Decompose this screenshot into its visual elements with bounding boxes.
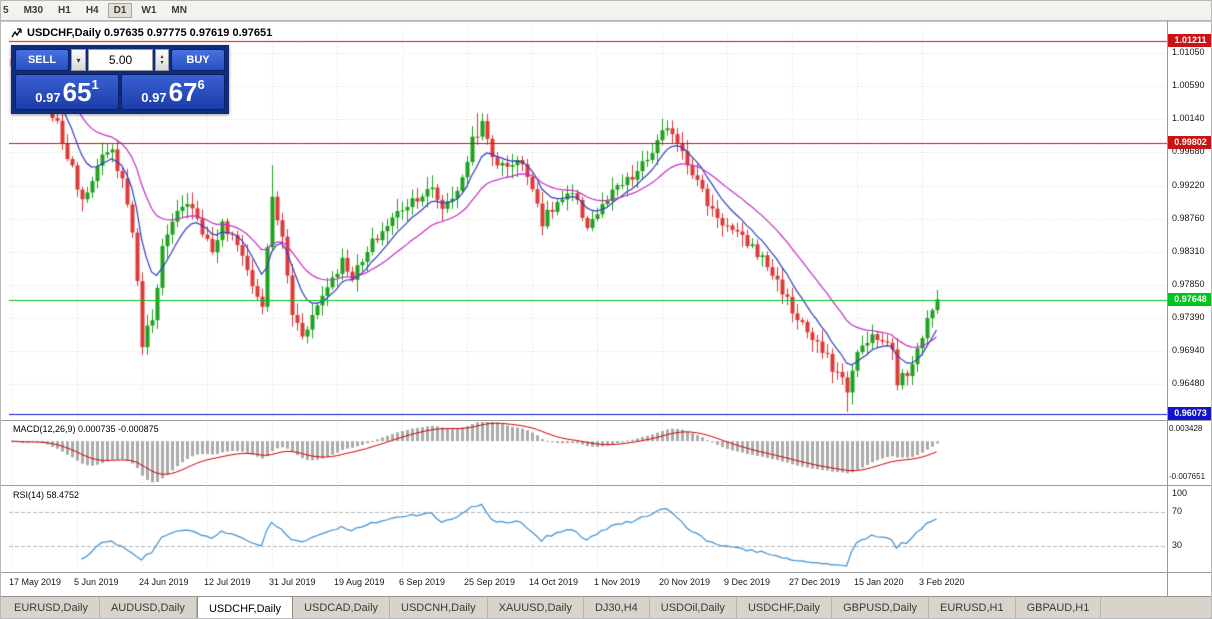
date-label: 19 Aug 2019: [334, 577, 385, 587]
macd-axis-max-label: 0.003428: [1169, 424, 1203, 433]
pane-separator-timescale: [1, 572, 1211, 573]
date-label: 9 Dec 2019: [724, 577, 771, 587]
price-scale-label: 1.01050: [1172, 46, 1205, 57]
trade-panel-prices: 0.97 65 1 0.97 67 6: [15, 74, 225, 110]
date-label: 5 Jun 2019: [74, 577, 119, 587]
chart-line-icon: [11, 27, 22, 37]
price-line-badge: 1.01211: [1168, 34, 1211, 48]
date-label: 14 Oct 2019: [529, 577, 579, 587]
date-label: 20 Nov 2019: [659, 577, 711, 587]
sell-button[interactable]: SELL: [15, 49, 69, 71]
chart-tabs-bar: EURUSD,Daily AUDUSD,Daily USDCHF,Daily USDC…: [1, 596, 1211, 618]
one-click-trading-panel: SELL ▾ ▴ ▾ BUY 0.97 65 1 0.97 67 6: [11, 45, 229, 114]
chart-tab[interactable]: GBPAUD,H1: [1016, 597, 1102, 618]
rsi-scale-label: 100: [1172, 488, 1188, 498]
chart-tab[interactable]: USDCHF,Daily: [196, 597, 294, 618]
price-scale-label: 0.97850: [1172, 278, 1205, 289]
chart-tab[interactable]: USDCHF,Daily: [737, 597, 833, 618]
chevron-down-icon: ▾: [76, 55, 81, 65]
macd-axis-min-label: -0.007651: [1169, 472, 1206, 481]
spinner-up-icon: ▴: [160, 54, 164, 60]
trade-panel-controls: SELL ▾ ▴ ▾ BUY: [15, 49, 225, 71]
buy-price-button[interactable]: 0.97 67 6: [121, 74, 225, 110]
buy-button[interactable]: BUY: [171, 49, 225, 71]
volume-spinner[interactable]: ▴ ▾: [155, 49, 169, 71]
pane-separator-macd[interactable]: [1, 420, 1211, 421]
pane-separator-rsi[interactable]: [1, 485, 1211, 486]
price-scale-label: 1.00590: [1172, 80, 1205, 91]
toolbar-divider: [1, 21, 1211, 22]
timeframe-button-5[interactable]: 5: [3, 5, 9, 16]
date-label: 6 Sep 2019: [399, 577, 446, 587]
date-label: 17 May 2019: [9, 577, 62, 587]
date-label: 3 Feb 2020: [919, 577, 965, 587]
chart-tab[interactable]: USDCNH,Daily: [390, 597, 488, 618]
timeframe-button-w1[interactable]: W1: [141, 5, 157, 16]
date-label: 1 Nov 2019: [594, 577, 641, 587]
chart-tab[interactable]: EURUSD,H1: [929, 597, 1016, 618]
price-scale-label: 0.99220: [1172, 179, 1205, 190]
chart-header: USDCHF,Daily 0.97635 0.97775 0.97619 0.9…: [11, 27, 272, 39]
timeframe-button-d1[interactable]: D1: [107, 3, 133, 18]
rsi-scale-label: 70: [1172, 506, 1183, 517]
date-label: 12 Jul 2019: [204, 577, 251, 587]
chart-ohlc-text: USDCHF,Daily 0.97635 0.97775 0.97619 0.9…: [27, 27, 273, 39]
volume-input[interactable]: [88, 49, 153, 71]
sell-price-main: 0.97: [35, 90, 61, 105]
sell-price-point: 1: [91, 77, 99, 92]
sell-price-pips: 65: [62, 77, 92, 107]
date-label: 15 Jan 2020: [854, 577, 904, 587]
rsi-scale-label: 30: [1172, 539, 1183, 550]
sell-price-button[interactable]: 0.97 65 1: [15, 74, 119, 110]
price-line-badge: 0.97648: [1168, 292, 1211, 306]
price-scale-label: 0.98310: [1172, 245, 1205, 256]
price-scale-label: 0.98760: [1172, 212, 1205, 223]
macd-pane-canvas[interactable]: [9, 422, 1167, 484]
price-scale-divider: [1167, 21, 1168, 596]
date-label: 25 Sep 2019: [464, 577, 516, 587]
chart-tab[interactable]: XAUUSD,Daily: [488, 597, 584, 618]
chart-tab[interactable]: AUDUSD,Daily: [100, 597, 197, 618]
timeframe-toolbar: 5 M30 H1 H4 D1 W1 MN: [1, 1, 1211, 21]
spinner-down-icon: ▾: [160, 60, 164, 66]
chart-tab[interactable]: USDCAD,Daily: [293, 597, 391, 618]
date-label: 24 Jun 2019: [139, 577, 189, 587]
price-scale-label: 1.00140: [1172, 112, 1205, 123]
rsi-pane-canvas[interactable]: [9, 487, 1167, 571]
timeframe-button-h1[interactable]: H1: [58, 5, 71, 16]
timeframe-button-h4[interactable]: H4: [85, 5, 99, 16]
chart-tab[interactable]: DJ30,H4: [584, 597, 650, 618]
rsi-indicator-label: RSI(14) 58.4752: [13, 490, 80, 500]
timeframe-button-mn[interactable]: MN: [171, 5, 187, 16]
date-label: 31 Jul 2019: [269, 577, 316, 587]
price-line-badge: 0.96073: [1168, 406, 1211, 420]
price-scale-label: 0.97390: [1172, 312, 1205, 323]
buy-price-point: 6: [197, 77, 205, 92]
price-scale-label: 0.99680: [1172, 146, 1205, 157]
timeframe-button-m30[interactable]: M30: [23, 5, 44, 16]
chart-tab[interactable]: EURUSD,Daily: [3, 597, 100, 618]
chart-tab[interactable]: USDOil,Daily: [650, 597, 737, 618]
date-label: 27 Dec 2019: [789, 577, 841, 587]
volume-dropdown-button[interactable]: ▾: [71, 49, 86, 71]
chart-tab[interactable]: GBPUSD,Daily: [832, 597, 930, 618]
buy-price-pips: 67: [168, 77, 198, 107]
price-scale-label: 0.96940: [1172, 344, 1205, 355]
buy-price-main: 0.97: [141, 90, 167, 105]
price-line-badge: 0.99802: [1168, 136, 1211, 150]
price-scale-label: 0.96480: [1172, 378, 1205, 389]
macd-indicator-label: MACD(12,26,9) 0.000735 -0.000875: [13, 424, 159, 434]
